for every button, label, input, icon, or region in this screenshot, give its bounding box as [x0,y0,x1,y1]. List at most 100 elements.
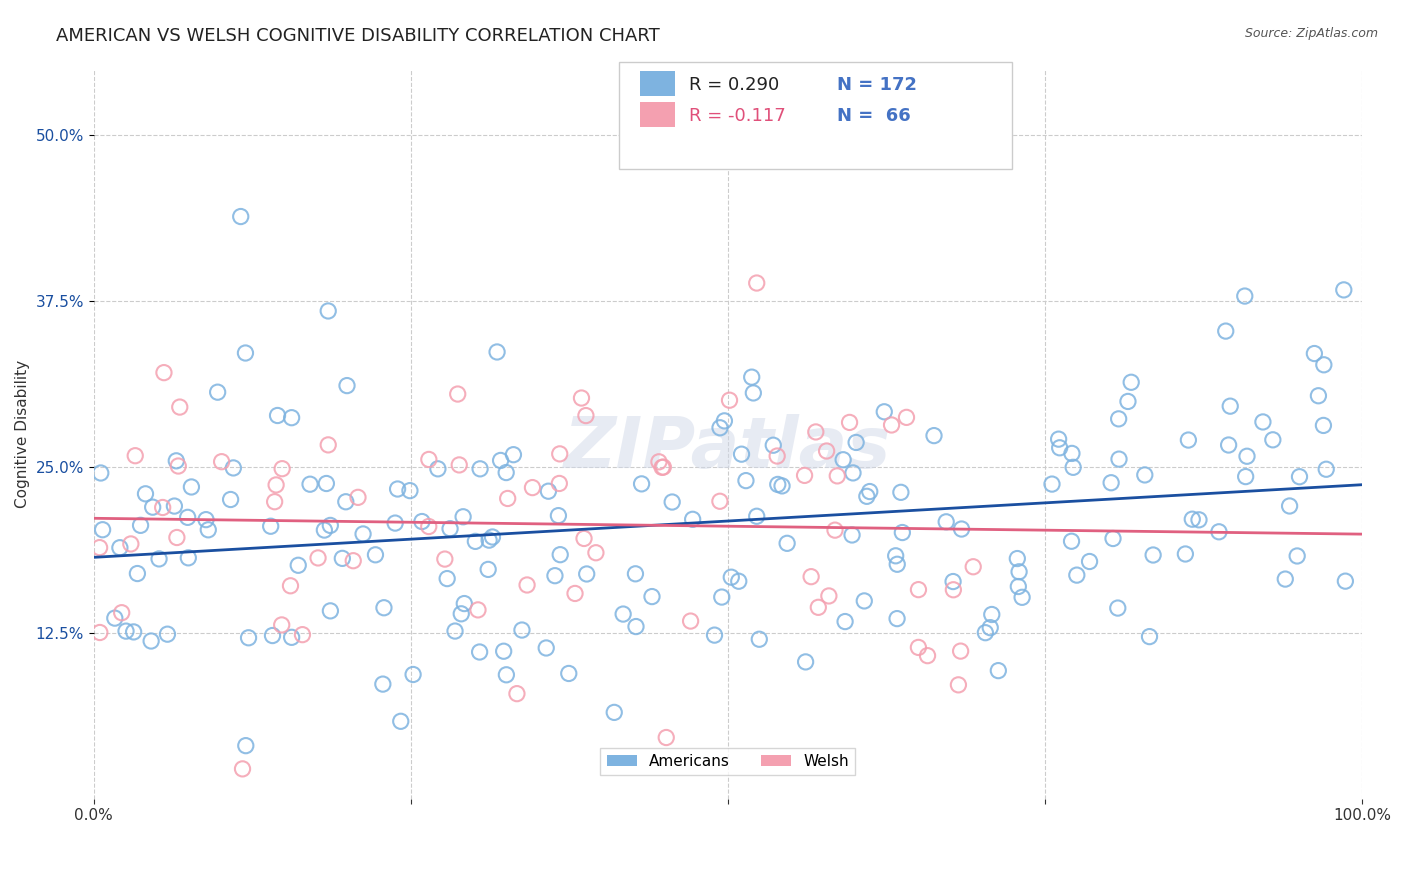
Point [122,624,145,639]
Point [167,458,190,473]
Point [907,640,929,655]
Point [651,460,673,475]
Point [709,421,731,435]
Point [1286,549,1309,563]
Point [1040,477,1063,491]
Point [111,606,134,620]
Point [624,566,647,581]
Legend: Americans, Welsh: Americans, Welsh [600,748,855,775]
Point [1308,389,1330,403]
Point [467,603,489,617]
Point [832,452,855,467]
Point [1333,283,1355,297]
Point [1108,452,1130,467]
Point [238,631,260,645]
Point [153,366,176,380]
Point [762,438,785,452]
Point [1102,532,1125,546]
Point [1060,534,1083,549]
Point [859,484,882,499]
Point [262,628,284,642]
Point [1099,475,1122,490]
Point [280,579,302,593]
Point [1107,601,1129,615]
Point [534,640,557,655]
Point [720,570,742,584]
Point [270,618,292,632]
Point [436,572,458,586]
Point [1313,358,1336,372]
Point [818,589,841,603]
Point [444,624,467,638]
Point [152,500,174,515]
Point [1116,394,1139,409]
Point [558,666,581,681]
Point [907,582,929,597]
Point [1181,512,1204,526]
Point [156,627,179,641]
Point [522,481,544,495]
Point [264,478,287,492]
Point [800,569,823,583]
Point [1215,324,1237,338]
Point [89,625,111,640]
Text: N = 172: N = 172 [837,76,917,94]
Point [371,677,394,691]
Point [748,632,770,647]
Point [451,509,474,524]
Point [1188,513,1211,527]
Point [548,476,571,491]
Point [776,536,799,550]
Point [291,627,314,641]
Point [439,522,461,536]
Point [1233,289,1256,303]
Point [1177,433,1199,447]
Point [575,409,598,423]
Point [104,611,127,625]
Point [1334,574,1357,589]
Point [548,548,571,562]
Point [495,466,517,480]
Point [124,449,146,463]
Point [766,449,789,463]
Point [411,515,433,529]
Point [648,455,671,469]
Point [399,483,422,498]
Point [468,462,491,476]
Point [703,628,725,642]
Point [231,762,253,776]
Point [207,385,229,400]
Y-axis label: Cognitive Disability: Cognitive Disability [15,359,30,508]
Point [834,615,856,629]
Point [841,528,863,542]
Point [222,461,245,475]
Point [129,518,152,533]
Point [922,428,945,442]
Point [464,534,486,549]
Point [1315,462,1337,476]
Point [1049,441,1071,455]
Point [510,623,533,637]
Point [263,494,285,508]
Point [364,548,387,562]
Point [1066,568,1088,582]
Point [950,522,973,536]
Text: AMERICAN VS WELSH COGNITIVE DISABILITY CORRELATION CHART: AMERICAN VS WELSH COGNITIVE DISABILITY C… [56,27,659,45]
Point [1312,418,1334,433]
Point [315,476,337,491]
Text: R = -0.117: R = -0.117 [689,107,786,125]
Point [652,460,675,475]
Point [211,455,233,469]
Point [1007,580,1029,594]
Point [489,453,512,467]
Point [537,484,560,499]
Point [1078,554,1101,568]
Point [655,731,678,745]
Point [1142,548,1164,562]
Point [299,477,322,491]
Point [718,393,741,408]
Point [496,491,519,506]
Point [1234,469,1257,483]
Point [418,452,440,467]
Point [624,619,647,633]
